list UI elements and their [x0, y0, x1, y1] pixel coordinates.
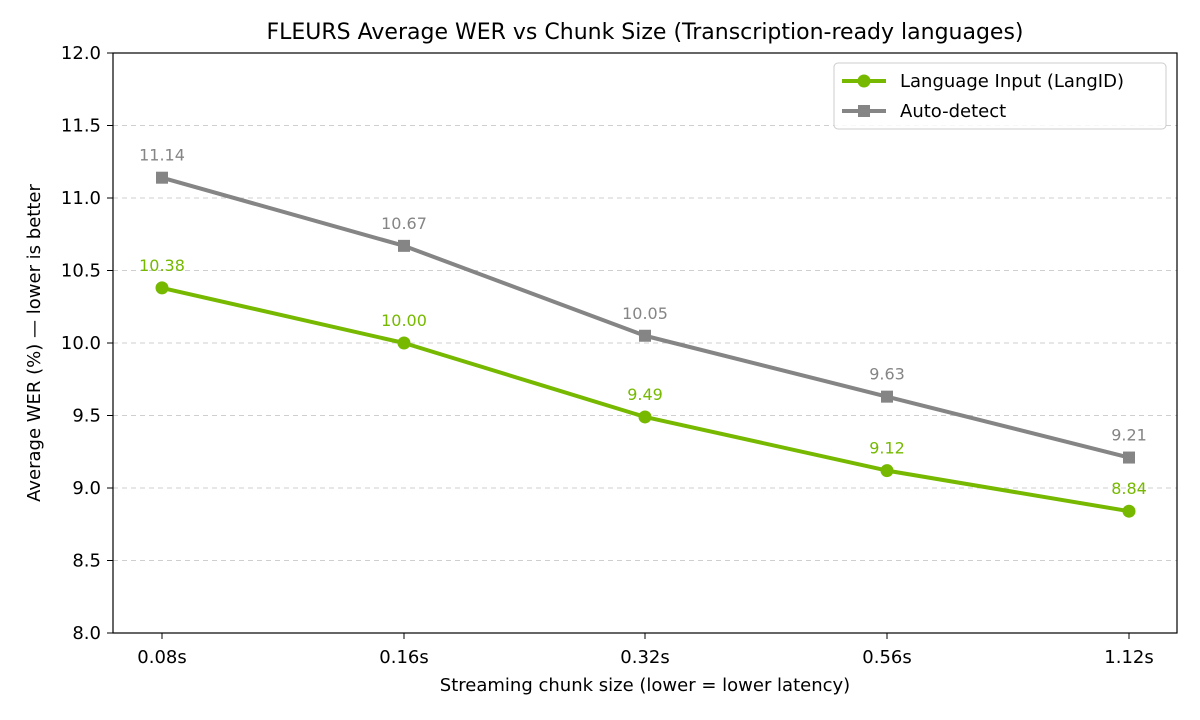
data-label: 10.00 [381, 311, 427, 330]
x-tick-label: 1.12s [1104, 647, 1153, 668]
data-point [638, 410, 652, 424]
x-axis-label: Streaming chunk size (lower = lower late… [440, 675, 850, 696]
data-point [881, 390, 893, 403]
y-axis-label: Average WER (%) — lower is better [24, 184, 45, 502]
y-tick-label: 8.0 [72, 623, 101, 644]
grid-lines [113, 125, 1177, 561]
y-tick-label: 10.5 [61, 261, 101, 282]
legend: Language Input (LangID) Auto-detect [833, 62, 1167, 130]
x-tick-label: 0.32s [620, 647, 669, 668]
legend-label: Language Input (LangID) [900, 71, 1124, 92]
data-point [397, 336, 411, 350]
data-point [155, 281, 169, 295]
data-label: 9.63 [869, 365, 905, 384]
data-point [639, 329, 651, 342]
y-tick-label: 12.0 [61, 43, 101, 64]
data-point [1122, 504, 1136, 518]
legend-marker [857, 74, 871, 88]
legend-item: Language Input (LangID) [842, 71, 1124, 92]
data-label: 8.84 [1111, 479, 1147, 498]
data-label: 9.21 [1111, 426, 1147, 445]
y-tick-label: 8.5 [72, 551, 101, 572]
y-axis: 8.0 8.5 9.0 9.5 10.0 10.5 11.0 11.5 12.0 [61, 43, 113, 644]
y-tick-label: 11.5 [61, 116, 101, 137]
series-layer: 10.38 10.00 9.49 9.12 8.84 11.14 10.67 10.05 9.6… [139, 146, 1147, 518]
data-label: 9.12 [869, 439, 905, 458]
data-point [156, 171, 168, 184]
y-tick-label: 9.0 [72, 478, 101, 499]
y-tick-label: 9.5 [72, 406, 101, 427]
y-tick-label: 10.0 [61, 333, 101, 354]
x-tick-label: 0.16s [379, 647, 428, 668]
legend-label: Auto-detect [900, 101, 1006, 122]
series-language-input: 10.38 10.00 9.49 9.12 8.84 [139, 256, 1147, 518]
data-label: 10.38 [139, 256, 185, 275]
legend-item: Auto-detect [842, 101, 1006, 122]
data-point [398, 239, 410, 252]
x-axis: 0.08s 0.16s 0.32s 0.56s 1.12s [137, 633, 1154, 668]
data-label: 10.05 [622, 304, 668, 323]
data-label: 11.14 [139, 146, 185, 165]
data-label: 9.49 [627, 385, 663, 404]
data-point [1123, 451, 1135, 464]
x-tick-label: 0.56s [862, 647, 911, 668]
legend-marker [858, 105, 870, 117]
y-tick-label: 11.0 [61, 188, 101, 209]
data-label: 10.67 [381, 214, 427, 233]
chart-title: FLEURS Average WER vs Chunk Size (Transc… [266, 20, 1023, 45]
legend-box [833, 62, 1167, 130]
data-point [880, 464, 894, 478]
x-tick-label: 0.08s [137, 647, 186, 668]
series-auto-detect: 11.14 10.67 10.05 9.63 9.21 [139, 146, 1147, 464]
